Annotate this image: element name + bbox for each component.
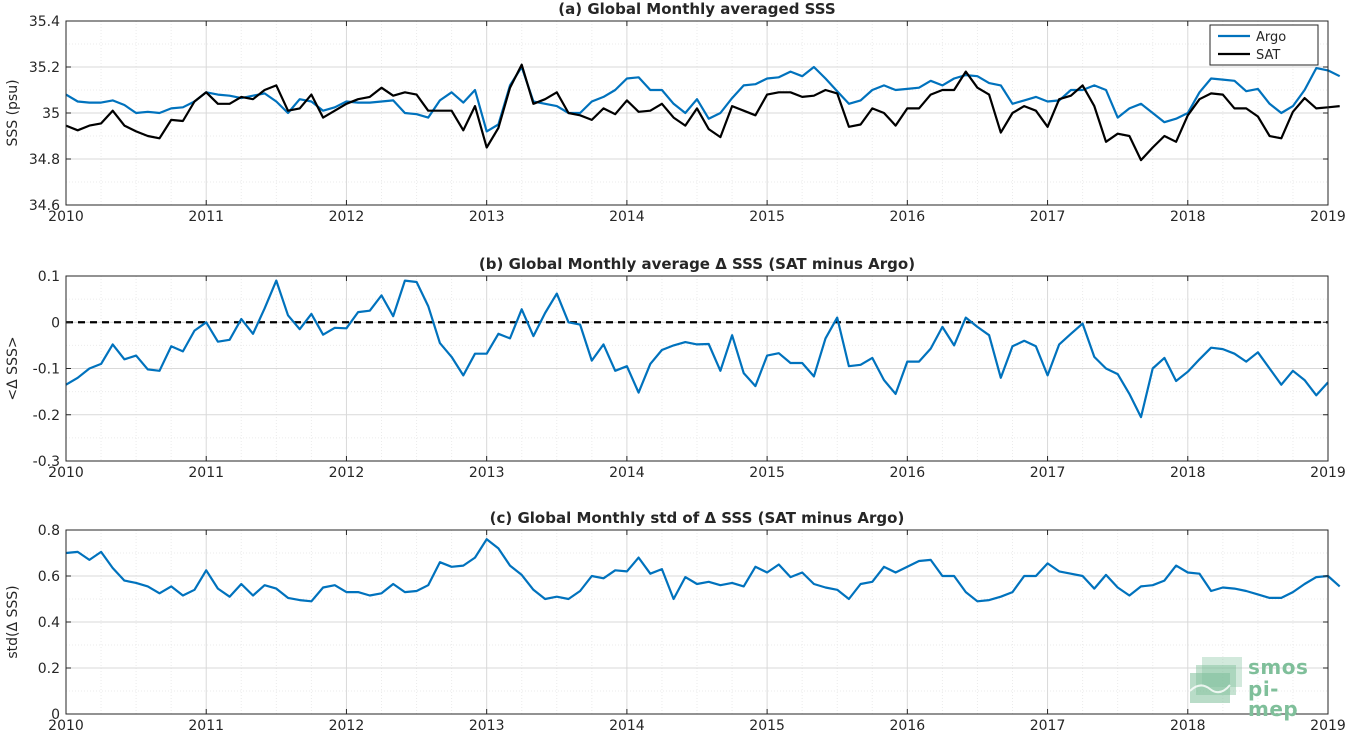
- panel-1: 2010 2011 2012 2013 2014 2015 2016 2017 2018 2019…: [5, 0, 1346, 225]
- y-tick-label: -0.3: [33, 454, 60, 470]
- y-tick-label: -0.2: [33, 408, 60, 424]
- y-tick-label: 0.4: [38, 615, 60, 631]
- y-tick-label: 0.2: [38, 661, 60, 677]
- y-tick-label: 0.1: [38, 269, 60, 285]
- y-tick-label: 0: [51, 707, 60, 723]
- x-tick-label: 2012: [329, 209, 365, 225]
- x-tick-label: 2012: [329, 465, 365, 481]
- logo-text-smos: smos: [1248, 655, 1309, 679]
- x-tick-label: 2014: [609, 465, 645, 481]
- x-tick-label: 2019: [1310, 718, 1346, 734]
- y-tick-label: 35.4: [29, 14, 60, 30]
- x-tick-label: 2011: [188, 465, 224, 481]
- x-tick-label: 2018: [1170, 465, 1206, 481]
- x-tick-label: 2011: [188, 718, 224, 734]
- x-tick-label: 2014: [609, 718, 645, 734]
- x-tick-label: 2017: [1030, 465, 1066, 481]
- y-axis-label: <Δ SSS>: [5, 336, 21, 400]
- x-tick-label: 2017: [1030, 718, 1066, 734]
- x-tick-label: 2014: [609, 209, 645, 225]
- legend-label-sat: SAT: [1256, 48, 1280, 63]
- x-tick-label: 2018: [1170, 718, 1206, 734]
- y-tick-label: -0.1: [33, 362, 60, 378]
- logo-wave-icon: [1190, 657, 1242, 703]
- x-tick-label: 2012: [329, 718, 365, 734]
- panel-title: (a) Global Monthly averaged SSS: [558, 0, 835, 18]
- panel-title: (b) Global Monthly average Δ SSS (SAT mi…: [479, 255, 915, 273]
- panel-3: 2010 2011 2012 2013 2014 2015 2016 2017 2018 2019…: [5, 509, 1346, 734]
- y-tick-label: 0.6: [38, 569, 60, 585]
- x-tick-label: 2015: [749, 718, 785, 734]
- x-tick-label: 2016: [890, 718, 926, 734]
- x-tick-label: 2010: [48, 718, 84, 734]
- x-tick-label: 2013: [469, 465, 505, 481]
- x-tick-label: 2015: [749, 209, 785, 225]
- y-tick-label: 0: [51, 315, 60, 331]
- x-tick-label: 2016: [890, 209, 926, 225]
- x-tick-label: 2010: [48, 465, 84, 481]
- y-tick-label: 0.8: [38, 523, 60, 539]
- x-tick-label: 2018: [1170, 209, 1206, 225]
- x-tick-label: 2019: [1310, 465, 1346, 481]
- x-tick-label: 2015: [749, 465, 785, 481]
- legend-label-argo: Argo: [1256, 30, 1286, 45]
- x-tick-label: 2017: [1030, 209, 1066, 225]
- x-tick-label: 2013: [469, 209, 505, 225]
- legend: Argo SAT: [1209, 24, 1319, 66]
- y-tick-label: 34.8: [29, 152, 60, 168]
- legend-box: [1209, 24, 1319, 66]
- logo-text-pimep: pi-mep: [1248, 677, 1299, 721]
- x-tick-label: 2010: [48, 209, 84, 225]
- smos-pi-mep-logo: smos pi-mep: [1190, 655, 1325, 719]
- x-tick-label: 2011: [188, 209, 224, 225]
- y-axis-label: std(Δ SSS): [5, 585, 21, 658]
- y-tick-label: 35.2: [29, 60, 60, 76]
- series-line-argo: [65, 65, 1341, 133]
- series-line-sat: [65, 63, 1340, 162]
- y-tick-label: 35: [42, 106, 60, 122]
- series-line-delta: [65, 538, 1341, 603]
- x-tick-label: 2016: [890, 465, 926, 481]
- y-tick-label: 34.6: [29, 198, 60, 214]
- series-line-delta: [65, 279, 1329, 419]
- panel-title: (c) Global Monthly std of Δ SSS (SAT min…: [490, 509, 905, 527]
- panel-2: 2010 2011 2012 2013 2014 2015 2016 2017 2018 2019…: [5, 255, 1346, 481]
- x-tick-label: 2019: [1310, 209, 1346, 225]
- x-tick-label: 2013: [469, 718, 505, 734]
- y-axis-label: SSS (psu): [5, 79, 21, 146]
